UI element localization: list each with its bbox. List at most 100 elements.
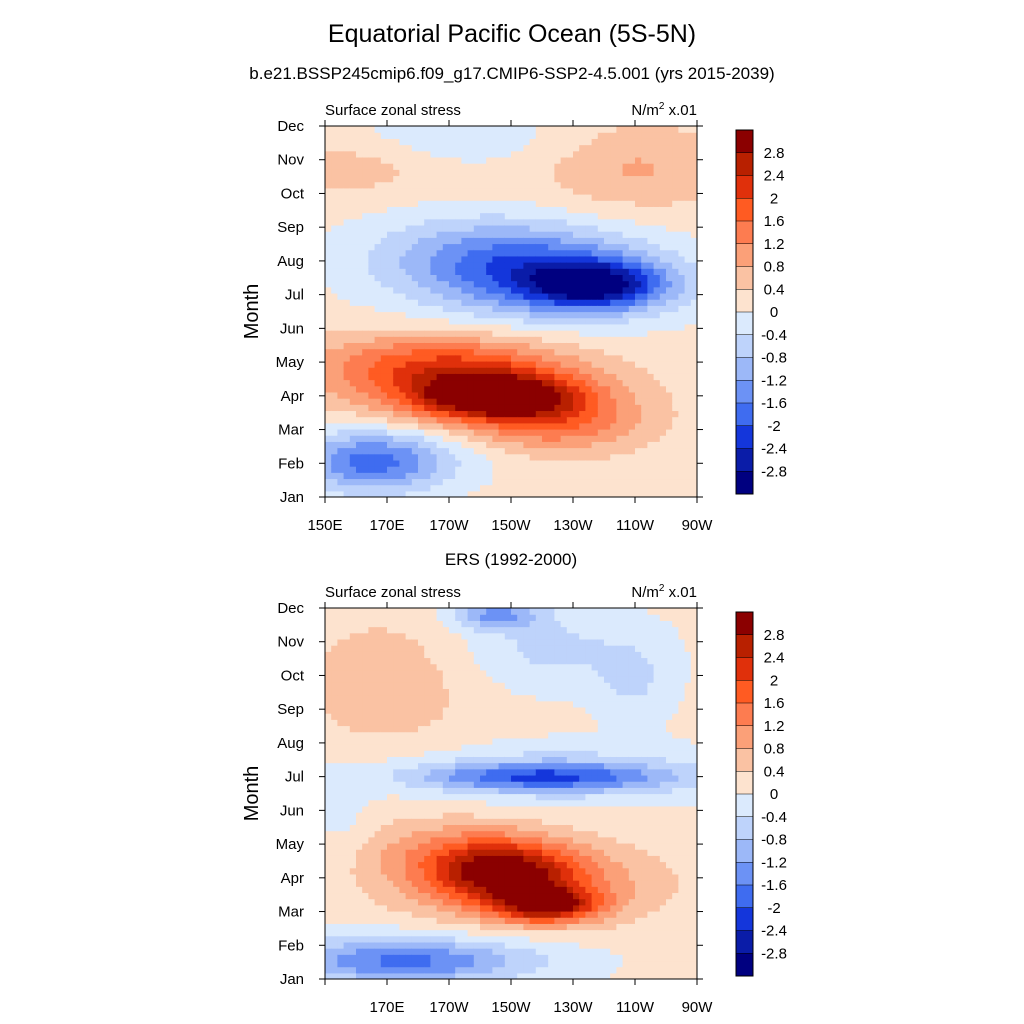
heatmap-cell (343, 954, 351, 962)
heatmap-cell (529, 398, 537, 405)
heatmap-cell (356, 262, 363, 269)
left-label: Surface zonal stress (325, 102, 461, 119)
heatmap-cell (362, 731, 369, 739)
heatmap-cell (380, 311, 388, 319)
heatmap-cell (560, 163, 568, 170)
heatmap-cell (449, 842, 456, 850)
heatmap-cell (399, 849, 407, 856)
heatmap-cell (554, 398, 562, 405)
heatmap-cell (641, 472, 648, 480)
heatmap-cell (666, 194, 673, 201)
heatmap-cell (343, 187, 351, 195)
heatmap-cell (325, 762, 332, 770)
heatmap-cell (436, 632, 444, 640)
heatmap-cell (349, 682, 357, 689)
heatmap-cell (678, 255, 686, 263)
heatmap-cell (442, 194, 450, 201)
heatmap-cell (628, 422, 636, 430)
heatmap-cell (368, 478, 376, 486)
heatmap-cell (610, 175, 617, 183)
heatmap-cell (542, 398, 549, 405)
heatmap-cell (467, 255, 475, 263)
heatmap-cell (517, 243, 524, 251)
heatmap-cell (628, 262, 636, 269)
heatmap-cell (411, 892, 419, 900)
heatmap-cell (337, 781, 345, 788)
heatmap-cell (635, 317, 642, 325)
heatmap-cell (604, 286, 611, 294)
heatmap-cell (492, 410, 500, 418)
heatmap-cell (566, 181, 574, 189)
heatmap-cell (325, 441, 332, 449)
heatmap-cell (337, 805, 345, 813)
heatmap-cell (554, 342, 562, 350)
heatmap-cell (399, 880, 407, 887)
heatmap-cell (591, 262, 599, 269)
heatmap-cell (666, 441, 673, 449)
heatmap-cell (492, 299, 500, 306)
heatmap-cell (349, 700, 357, 708)
heatmap-cell (424, 768, 431, 776)
heatmap-cell (325, 713, 332, 720)
heatmap-cell (597, 280, 605, 288)
heatmap-cell (399, 651, 407, 659)
heatmap-cell (331, 360, 338, 368)
heatmap-cell (504, 428, 512, 436)
heatmap-cell (325, 398, 332, 405)
heatmap-cell (535, 292, 543, 300)
heatmap-cell (356, 855, 363, 863)
heatmap-cell (368, 237, 376, 245)
heatmap-cell (653, 187, 661, 195)
heatmap-cell (622, 286, 630, 294)
heatmap-cell (548, 342, 555, 350)
heatmap-cell (411, 904, 419, 912)
heatmap-cell (325, 651, 332, 659)
heatmap-cell (647, 428, 655, 436)
heatmap-cell (622, 478, 630, 486)
heatmap-cell (480, 447, 487, 455)
heatmap-cell (343, 138, 351, 146)
heatmap-cell (492, 435, 500, 442)
heatmap-cell (424, 286, 431, 294)
heatmap-cell (535, 255, 543, 263)
heatmap-cell (380, 379, 388, 387)
heatmap-cell (498, 453, 506, 461)
heatmap-cell (442, 126, 450, 133)
heatmap-cell (449, 218, 456, 226)
heatmap-cell (672, 391, 679, 399)
heatmap-cell (387, 330, 394, 337)
heatmap-cell (380, 923, 388, 931)
heatmap-cell (486, 243, 493, 251)
heatmap-cell (666, 311, 673, 319)
heatmap-cell (424, 756, 431, 764)
heatmap-cell (461, 317, 469, 325)
heatmap-cell (325, 799, 332, 807)
heatmap-cell (436, 249, 444, 257)
heatmap-cell (442, 360, 450, 368)
heatmap-cell (331, 398, 338, 405)
heatmap-cell (411, 224, 419, 232)
heatmap-cell (337, 398, 345, 405)
heatmap-cell (337, 799, 345, 807)
heatmap-cell (442, 744, 450, 751)
heatmap-cell (467, 163, 475, 170)
heatmap-cell (387, 768, 394, 776)
heatmap-cell (343, 224, 351, 232)
heatmap-cell (393, 428, 400, 436)
heatmap-cell (356, 923, 363, 931)
heatmap-cell (430, 620, 438, 628)
heatmap-cell (560, 373, 568, 381)
heatmap-cell (399, 126, 407, 133)
heatmap-cell (653, 280, 661, 288)
heatmap-cell (349, 805, 357, 813)
heatmap-cell (653, 255, 661, 263)
heatmap-cell (424, 849, 431, 856)
heatmap-cell (343, 929, 351, 937)
heatmap-cell (517, 410, 524, 418)
heatmap-cell (418, 638, 425, 646)
heatmap-cell (690, 360, 697, 368)
heatmap-cell (498, 150, 506, 158)
heatmap-cell (591, 484, 599, 492)
heatmap-cell (585, 441, 593, 449)
heatmap-cell (616, 404, 624, 412)
